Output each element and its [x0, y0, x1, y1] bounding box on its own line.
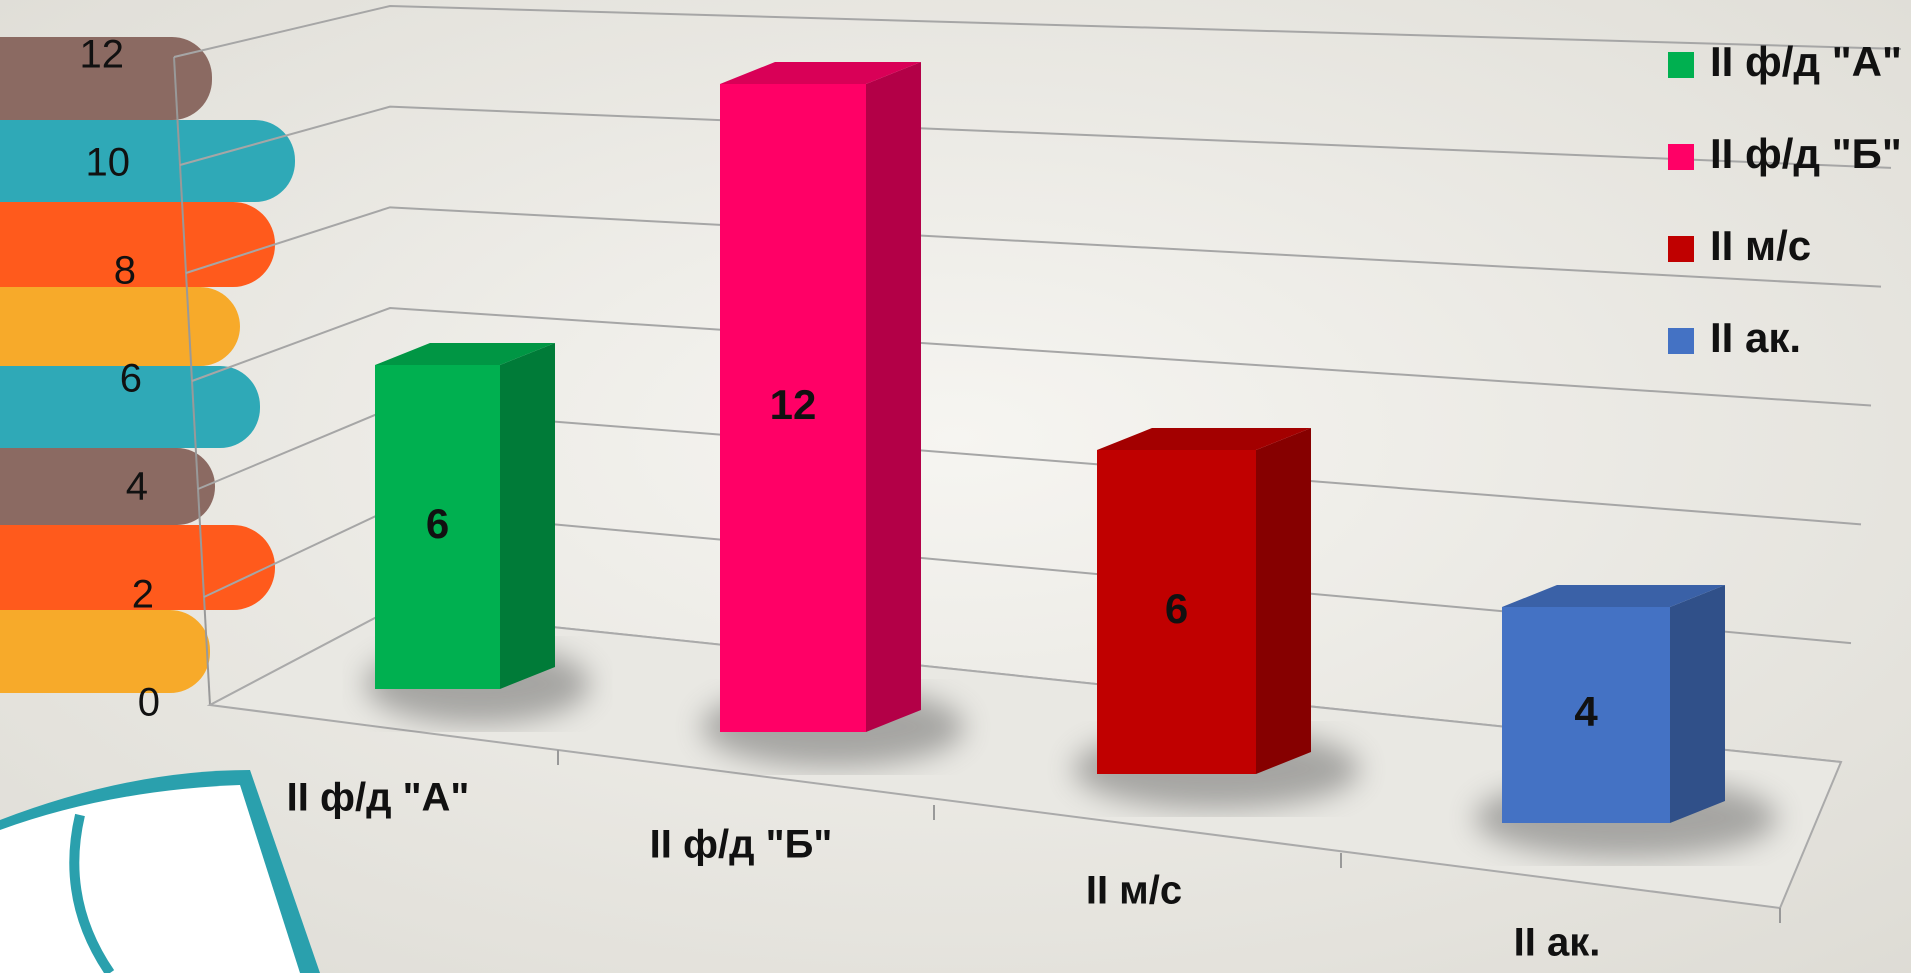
- legend-swatch: [1668, 144, 1694, 170]
- data-label: 12: [770, 381, 817, 428]
- legend-label: II ак.: [1710, 314, 1801, 361]
- bar-front: [1502, 607, 1670, 823]
- y-tick-label: 8: [114, 249, 136, 293]
- bar-top: [1097, 428, 1311, 450]
- x-tick-label: II ф/д "А": [287, 776, 470, 820]
- grid-line: [179, 105, 1892, 169]
- data-label: 4: [1574, 688, 1598, 735]
- bar-top: [720, 62, 921, 84]
- data-label: 6: [426, 500, 449, 547]
- bar-top: [375, 343, 555, 365]
- grid-line: [185, 206, 1882, 288]
- y-tick-label: 10: [86, 141, 131, 185]
- x-tick-label: II м/с: [1086, 869, 1182, 913]
- y-tick-label: 4: [126, 465, 148, 509]
- floor: [206, 608, 1843, 910]
- legend-label: II ф/д "Б": [1710, 130, 1902, 177]
- grid-line: [191, 306, 1872, 407]
- legend-label: II ф/д "А": [1710, 38, 1902, 85]
- grid-line: [173, 4, 1902, 58]
- bar-side: [500, 343, 555, 689]
- legend-swatch: [1668, 236, 1694, 262]
- bar-side: [1256, 428, 1311, 774]
- x-tick-label: II ак.: [1514, 921, 1601, 965]
- legend-label: II м/с: [1710, 222, 1811, 269]
- bar-front: [720, 84, 866, 732]
- y-tick-label: 0: [138, 681, 160, 725]
- plot-area: 6 II ф/д "А" 12 II ф/д "Б" 6 II м/с 4 II ак. II …: [287, 38, 1902, 964]
- data-label: 6: [1165, 585, 1188, 632]
- bar-front: [375, 365, 500, 689]
- bar-front: [1097, 450, 1256, 774]
- category-ticks: [557, 750, 1781, 923]
- bar-top: [1502, 585, 1725, 607]
- bar-side: [1670, 585, 1725, 823]
- x-tick-label: II ф/д "Б": [650, 823, 833, 867]
- y-tick-label: 6: [120, 357, 142, 401]
- y-tick-label: 2: [132, 573, 154, 617]
- legend-swatch: [1668, 328, 1694, 354]
- legend-swatch: [1668, 52, 1694, 78]
- y-tick-label: 12: [80, 33, 125, 77]
- bar-side: [866, 62, 921, 732]
